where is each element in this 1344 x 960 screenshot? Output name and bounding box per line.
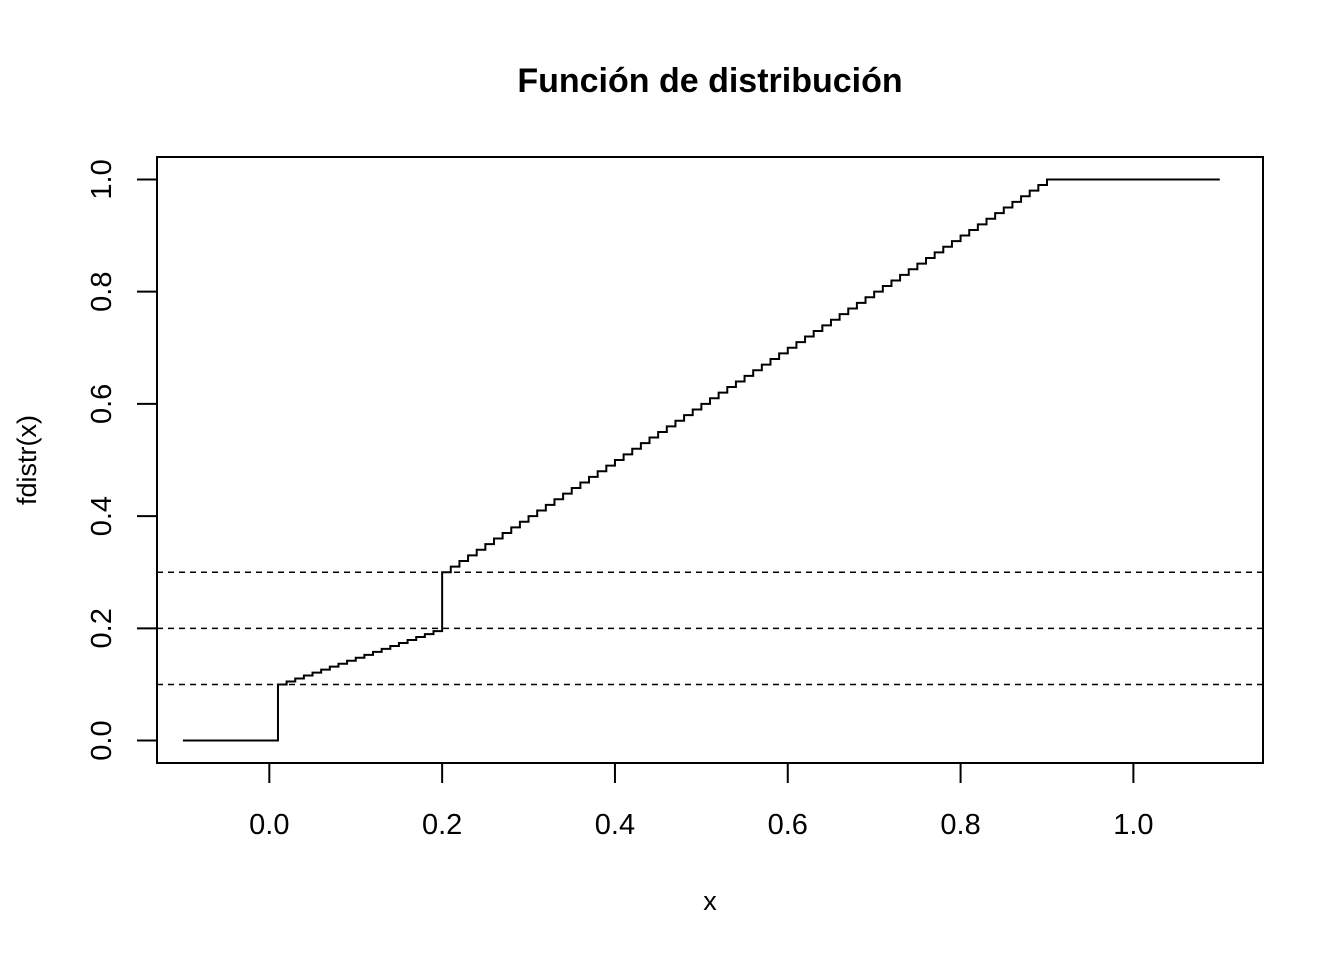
x-tick-label: 1.0 xyxy=(1113,809,1153,841)
plot-frame xyxy=(156,156,1264,764)
x-axis-label: x xyxy=(703,886,717,916)
series-step-line xyxy=(182,178,1220,742)
y-tick-label: 0.6 xyxy=(86,384,118,424)
x-tick-label: 0.4 xyxy=(595,809,635,841)
x-tick-label: 0.6 xyxy=(768,809,808,841)
y-tick-label: 0.2 xyxy=(86,608,118,648)
x-tick-label: 0.0 xyxy=(249,809,289,841)
y-tick-label: 0.4 xyxy=(86,496,118,536)
x-axis: 0.0 0.2 0.4 0.6 0.8 1.0 xyxy=(249,762,1154,841)
x-tick-label: 0.2 xyxy=(422,809,462,841)
y-tick-label: 0.0 xyxy=(86,720,118,760)
y-axis: 0.0 0.2 0.4 0.6 0.8 1.0 xyxy=(86,159,158,761)
chart-title: Función de distribución xyxy=(517,62,902,100)
x-tick-label: 0.8 xyxy=(940,809,980,841)
y-tick-label: 1.0 xyxy=(86,159,118,199)
y-tick-label: 0.8 xyxy=(86,272,118,312)
reference-lines xyxy=(157,571,1263,686)
y-axis-label: fdistr(x) xyxy=(12,415,42,505)
